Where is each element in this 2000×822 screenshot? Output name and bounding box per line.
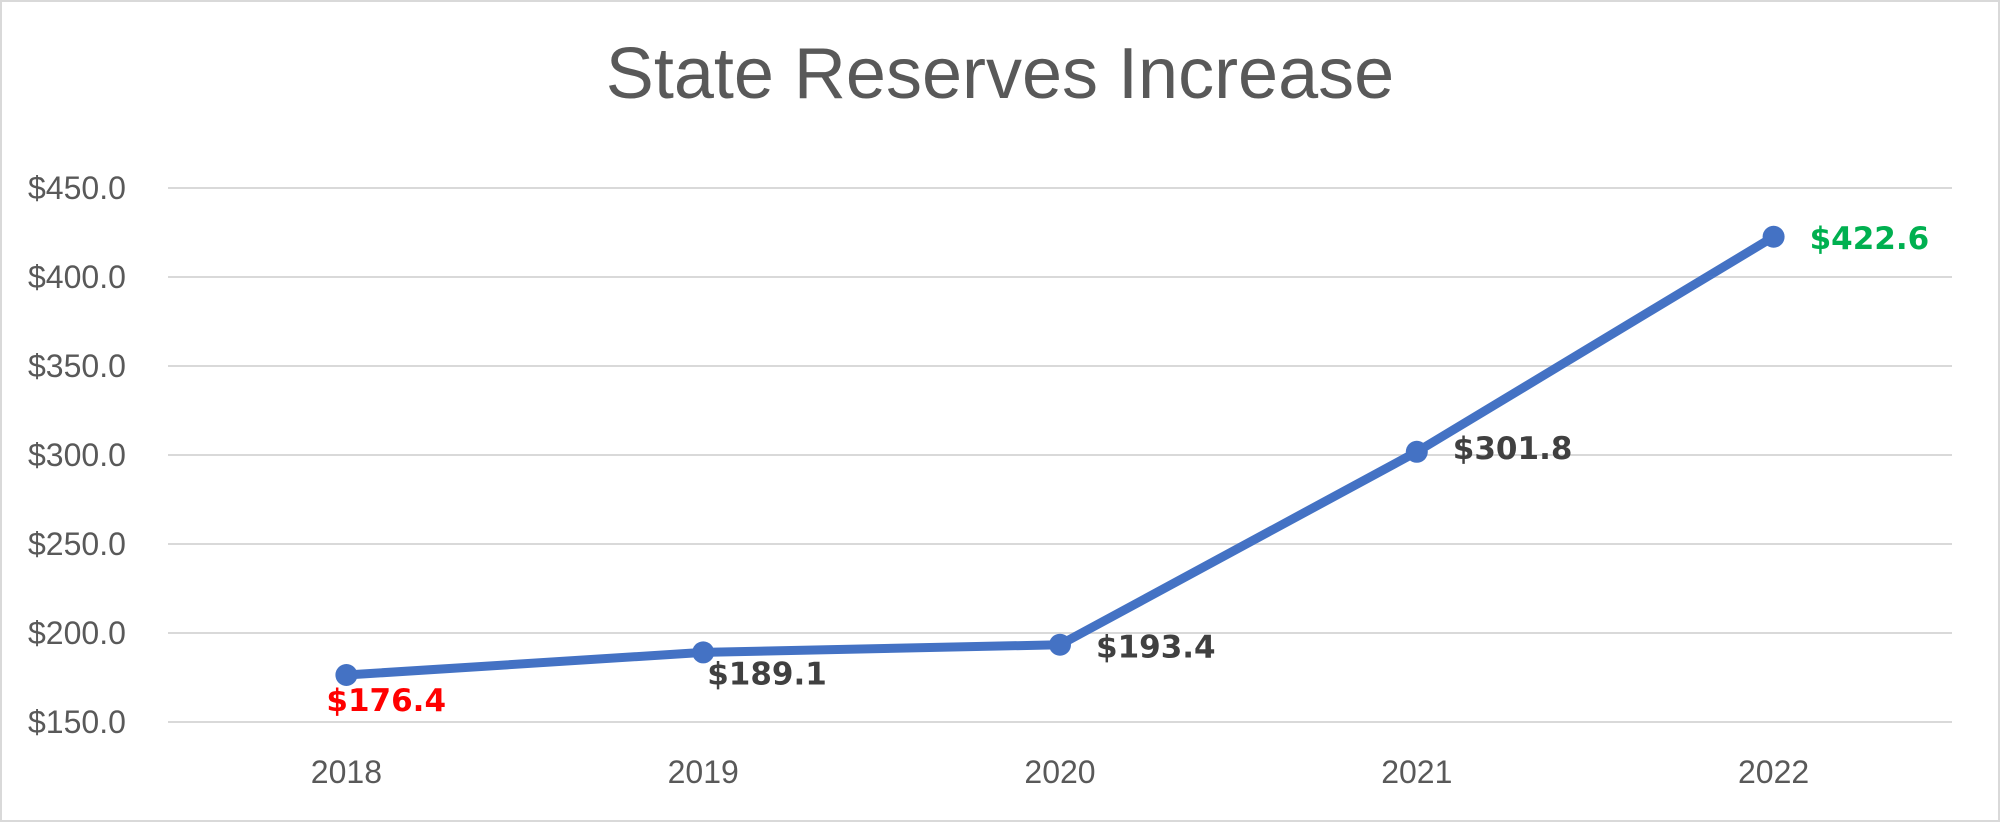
y-tick-label: $250.0 bbox=[28, 526, 126, 562]
data-label: $422.6 bbox=[1810, 221, 1930, 257]
data-points bbox=[335, 225, 1785, 687]
x-tick-label: 2019 bbox=[668, 754, 739, 790]
x-axis-tick-labels: 2018 2019 2020 2021 2022 bbox=[311, 754, 1809, 790]
data-label: $301.8 bbox=[1453, 431, 1573, 467]
y-tick-label: $150.0 bbox=[28, 704, 126, 740]
y-tick-label: $450.0 bbox=[28, 170, 126, 206]
x-tick-label: 2021 bbox=[1381, 754, 1452, 790]
y-tick-label: $200.0 bbox=[28, 615, 126, 651]
x-tick-label: 2022 bbox=[1738, 754, 1809, 790]
gridlines bbox=[168, 187, 1952, 723]
y-tick-label: $300.0 bbox=[28, 437, 126, 473]
data-labels: $176.4 $189.1 $193.4 $301.8 $422.6 bbox=[326, 221, 1929, 719]
x-tick-label: 2020 bbox=[1024, 754, 1095, 790]
data-label: $176.4 bbox=[326, 683, 446, 719]
data-point bbox=[1049, 633, 1071, 656]
data-point bbox=[1762, 225, 1785, 248]
data-point bbox=[335, 664, 358, 687]
chart-title: State Reserves Increase bbox=[605, 34, 1395, 114]
data-point bbox=[1405, 440, 1428, 463]
y-axis-tick-labels: $150.0 $200.0 $250.0 $300.0 $350.0 $400.0 $450… bbox=[28, 170, 126, 740]
data-label: $189.1 bbox=[707, 656, 827, 692]
data-label: $193.4 bbox=[1096, 630, 1216, 666]
y-tick-label: $350.0 bbox=[28, 348, 126, 384]
x-tick-label: 2018 bbox=[311, 754, 382, 790]
data-point bbox=[692, 641, 715, 664]
y-tick-label: $400.0 bbox=[28, 259, 126, 295]
